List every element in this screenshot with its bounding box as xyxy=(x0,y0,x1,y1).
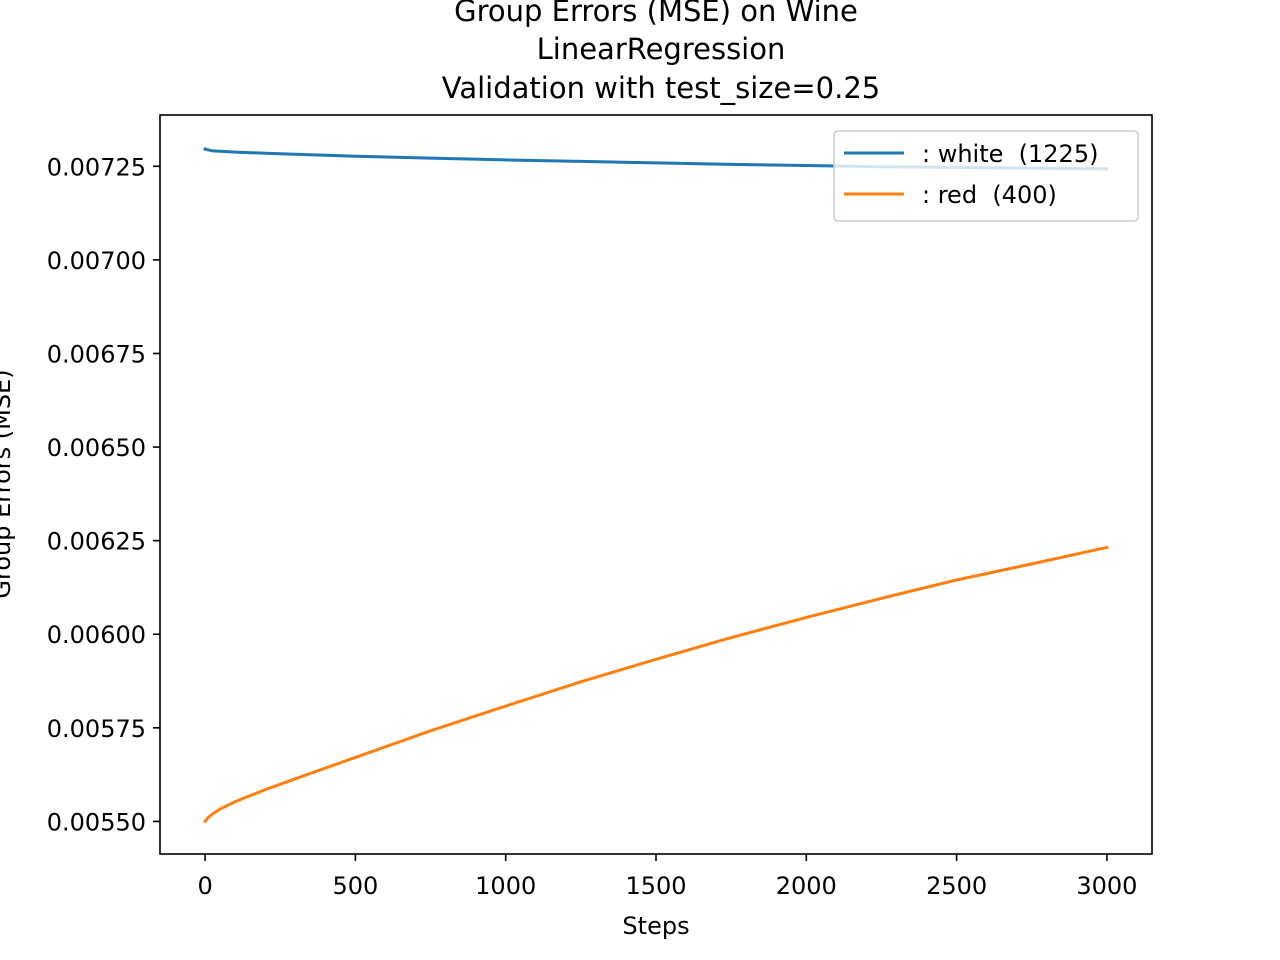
x-axis: 0 500 1000 1500 2000 2500 3000 xyxy=(197,854,1137,900)
y-axis-label: Group Errors (MSE) xyxy=(0,369,16,598)
y-tick-label: 0.00650 xyxy=(47,434,146,462)
y-axis: 0.00550 0.00575 0.00600 0.00625 0.00650 0.006… xyxy=(47,153,160,836)
legend: : white (1225) : red (400) xyxy=(833,130,1139,222)
chart-title: Group Errors (MSE) on Wine LinearRegress… xyxy=(442,0,880,105)
x-tick-label: 1500 xyxy=(625,872,686,900)
x-tick-label: 2500 xyxy=(926,872,987,900)
chart-title-line-1: Group Errors (MSE) on Wine xyxy=(454,0,858,28)
y-tick-label: 0.00600 xyxy=(47,621,146,649)
x-tick-label: 0 xyxy=(197,872,212,900)
legend-label-white: : white (1225) xyxy=(922,140,1098,168)
legend-box xyxy=(833,130,1139,222)
x-tick-label: 2000 xyxy=(776,872,837,900)
x-tick-label: 3000 xyxy=(1076,872,1137,900)
y-tick-label: 0.00700 xyxy=(47,247,146,275)
series-line-red xyxy=(202,545,1109,824)
chart-title-line-3: Validation with test_size=0.25 xyxy=(442,71,880,105)
chart-title-line-2: LinearRegression xyxy=(537,32,786,66)
y-tick-label: 0.00625 xyxy=(47,528,146,556)
plot-background xyxy=(160,115,1152,854)
y-tick-label: 0.00575 xyxy=(47,715,146,743)
y-tick-label: 0.00675 xyxy=(47,340,146,368)
y-tick-label: 0.00550 xyxy=(47,808,146,836)
plot-area xyxy=(159,114,1153,855)
x-tick-label: 1000 xyxy=(475,872,536,900)
y-tick-label: 0.00725 xyxy=(47,153,146,181)
x-tick-label: 500 xyxy=(332,872,378,900)
x-axis-label: Steps xyxy=(622,912,689,940)
legend-label-red: : red (400) xyxy=(922,181,1057,209)
